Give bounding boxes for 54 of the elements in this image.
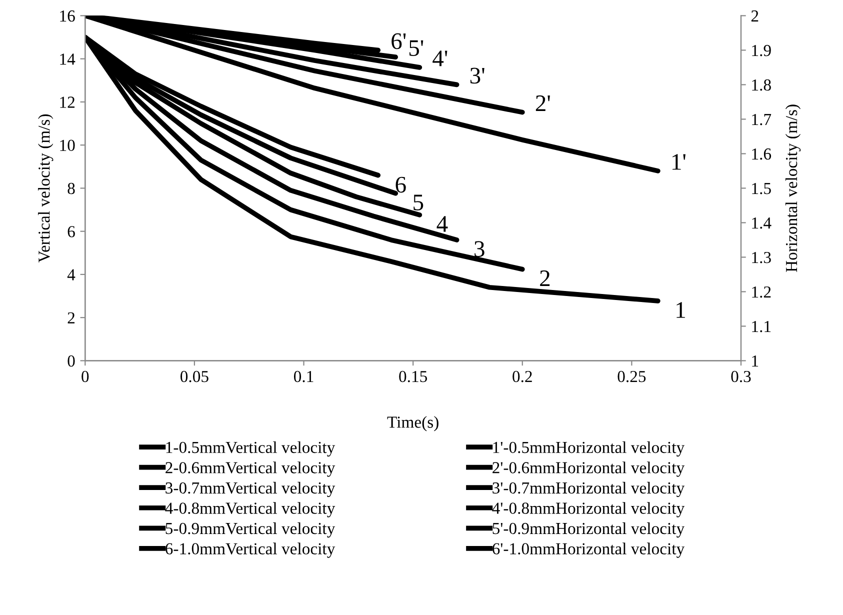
y2-tick-label: 1.8	[752, 79, 771, 91]
y2-tick-label: 1.3	[752, 252, 771, 264]
y2-axis-title: Horizontal velocity (m/s)	[785, 104, 801, 272]
y2-tick-label: 1.4	[752, 217, 772, 229]
legend-label: 3'-0.7mmHorizontal velocity	[492, 482, 685, 498]
legend-label: 5-0.9mmVertical velocity	[166, 522, 336, 538]
y-tick-label: 8	[68, 182, 75, 194]
legend-label: 2'-0.6mmHorizontal velocity	[492, 462, 685, 477]
y-tick-label: 16	[60, 10, 75, 22]
legend-label: 6'-1.0mmHorizontal velocity	[492, 542, 685, 558]
legend-label: 6-1.0mmVertical velocity	[166, 542, 336, 558]
x-tick-label: 0.2	[512, 370, 532, 382]
y2-tick-label: 1.2	[752, 286, 771, 298]
x-axis-title: Time(s)	[387, 416, 438, 432]
x-tick-label: 0.1	[294, 370, 314, 382]
y-tick-label: 6	[68, 226, 75, 238]
annotation: 2	[540, 270, 550, 286]
y-tick-label: 12	[60, 96, 74, 108]
annotation: 3'	[470, 68, 484, 84]
y2-tick-label: 1.9	[752, 44, 771, 56]
annotation: 5	[414, 194, 424, 210]
x-tick-label: 0	[82, 370, 89, 382]
legend-label: 3-0.7mmVertical velocity	[166, 482, 336, 498]
y2-tick-label: 1	[752, 355, 758, 366]
x-tick-label: 0.25	[618, 370, 646, 382]
legend-label: 1'-0.5mmHorizontal velocity	[493, 441, 685, 457]
y2-tick-label: 1.1	[752, 320, 771, 332]
x-tick-label: 0.3	[731, 370, 751, 382]
legend-label: 2-0.6mmVertical velocity	[166, 462, 336, 477]
y2-tick-label: 1.7	[752, 114, 772, 126]
legend-label: 5'-0.9mmHorizontal velocity	[492, 522, 685, 538]
y-tick-label: 2	[68, 312, 74, 324]
y-tick-label: 0	[68, 355, 75, 367]
annotation: 5'	[409, 40, 424, 56]
y-tick-label: 4	[67, 269, 76, 280]
y2-tick-label: 1.5	[752, 182, 771, 194]
annotation: 6	[396, 176, 406, 193]
annotation: 4	[436, 216, 448, 232]
annotation: 1	[676, 302, 685, 318]
annotation: 6'	[392, 33, 406, 50]
y-tick-label: 10	[60, 140, 75, 152]
legend-label: 4-0.8mmVertical velocity	[165, 502, 336, 518]
y2-tick-label: 2	[751, 10, 758, 22]
legend-label: 4'-0.8mmHorizontal velocity	[492, 502, 685, 518]
y-tick-label: 14	[60, 54, 76, 65]
legend-label: 1-0.5mmVertical velocity	[166, 441, 336, 457]
y2-tick-label: 1.6	[752, 148, 772, 160]
annotation: 4'	[432, 50, 448, 66]
annotation: 2'	[536, 95, 550, 112]
annotation: 3	[474, 241, 484, 257]
y-axis-title: Vertical velocity (m/s)	[38, 114, 54, 263]
x-tick-label: 0.05	[180, 370, 208, 382]
annotation: 1'	[672, 154, 686, 170]
x-tick-label: 0.15	[399, 370, 427, 382]
